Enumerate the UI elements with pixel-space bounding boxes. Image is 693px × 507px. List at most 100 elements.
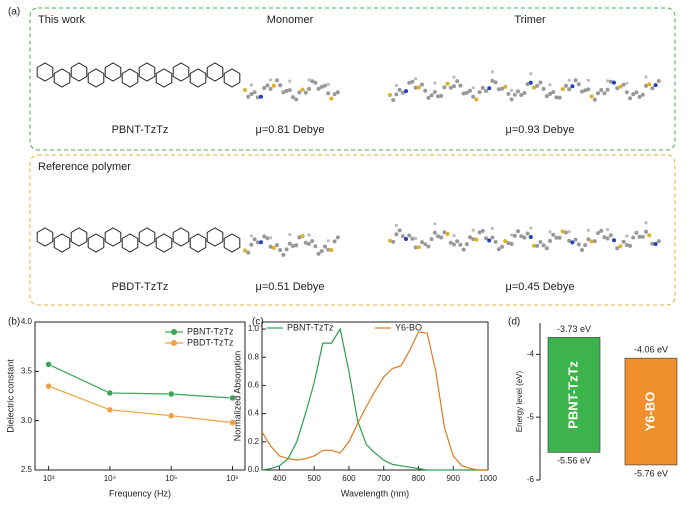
atom: [650, 86, 655, 91]
atom: [538, 80, 543, 85]
atom: [606, 79, 610, 83]
atom: [618, 84, 623, 89]
atom: [500, 244, 504, 249]
atom: [269, 78, 273, 82]
atom: [634, 90, 639, 95]
atom: [628, 96, 632, 101]
atom: [564, 83, 568, 88]
legend-label: Y6-BO: [395, 322, 422, 332]
atom: [490, 78, 495, 83]
y-axis-label: Energy level (eV): [515, 370, 524, 432]
atom: [589, 239, 594, 244]
atom: [246, 250, 251, 255]
atom: [439, 235, 444, 240]
atom: [656, 239, 661, 244]
atom: [303, 240, 308, 245]
atom: [529, 226, 533, 230]
atom: [471, 228, 475, 232]
ring: [70, 62, 88, 82]
atom: [291, 244, 295, 248]
series-line: [261, 327, 488, 471]
atom: [326, 82, 330, 86]
atom: [586, 237, 591, 242]
point: [229, 419, 236, 426]
atom: [503, 239, 508, 243]
atom: [464, 242, 469, 247]
atom: [567, 78, 571, 82]
atom: [510, 233, 514, 237]
point: [167, 390, 175, 398]
atom: [433, 81, 437, 85]
atom: [509, 97, 514, 102]
atom: [490, 226, 494, 231]
atom: [522, 235, 527, 240]
atom: [426, 244, 431, 249]
homo-label: -5.56 eV: [557, 456, 591, 466]
atom: [297, 235, 302, 240]
atom: [634, 230, 639, 235]
atom: [637, 94, 642, 99]
atom: [637, 234, 642, 239]
atom: [560, 229, 565, 234]
lumo-label: -4.06 eV: [634, 345, 668, 355]
ring: [155, 233, 173, 253]
atom: [316, 86, 321, 91]
atom: [287, 241, 292, 246]
atom: [647, 82, 652, 87]
atom: [480, 85, 485, 90]
atom: [307, 233, 311, 237]
atom: [576, 242, 581, 247]
atom: [426, 95, 431, 100]
atom: [461, 247, 466, 252]
atom: [538, 240, 543, 244]
point: [45, 361, 52, 368]
atom: [554, 235, 559, 240]
series-line: [48, 385, 233, 424]
trimer-title: Trimer: [514, 14, 546, 26]
atom: [605, 236, 610, 241]
atom: [557, 95, 562, 100]
y-tick-label: 4.0: [21, 317, 33, 326]
atom: [471, 237, 476, 242]
atom: [548, 91, 552, 96]
atom: [445, 231, 450, 236]
ring: [155, 68, 173, 88]
atom: [573, 237, 578, 242]
atom: [294, 97, 299, 102]
atom: [326, 247, 331, 252]
x-tick-label: 600: [342, 474, 356, 483]
legend-label: PBNT-TzTz: [187, 326, 234, 336]
atom: [471, 94, 476, 99]
atom: [252, 90, 257, 95]
atom: [529, 72, 533, 76]
atom: [278, 248, 283, 252]
point: [45, 382, 52, 390]
ring: [53, 68, 71, 88]
atom: [433, 222, 437, 226]
legend-label: PBDT-TzTz: [187, 337, 234, 347]
bar-name: Y6-BO: [642, 392, 657, 432]
atom: [493, 80, 498, 85]
atom: [269, 236, 273, 240]
atom: [307, 86, 311, 91]
atom: [303, 90, 308, 95]
atom: [268, 86, 273, 91]
atom: [580, 248, 584, 252]
atom: [262, 234, 267, 239]
atom: [474, 237, 479, 242]
atom: [452, 75, 456, 79]
atom: [458, 83, 463, 88]
atom: [525, 82, 530, 87]
atom: [592, 97, 597, 102]
atom: [621, 82, 626, 87]
atom: [246, 94, 251, 99]
atom: [388, 93, 392, 97]
atom: [391, 98, 396, 102]
atom: [640, 92, 645, 97]
atom: [608, 233, 613, 238]
atom: [262, 86, 267, 90]
atom: [544, 94, 549, 99]
atom: [589, 94, 594, 99]
atom: [255, 240, 260, 245]
point: [167, 412, 175, 419]
